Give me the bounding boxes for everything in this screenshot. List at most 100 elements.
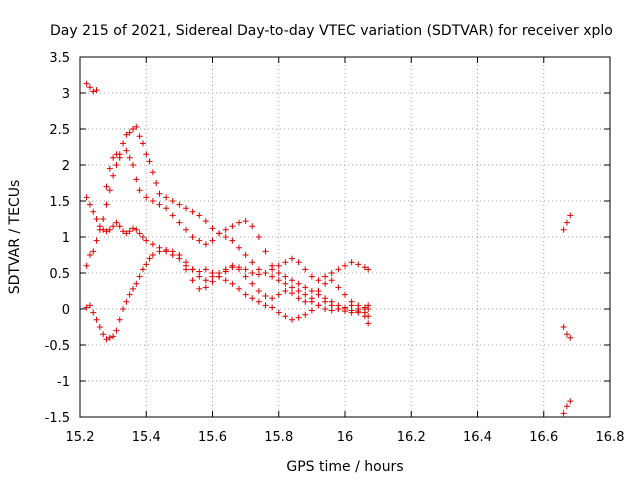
- data-point: [229, 280, 236, 287]
- data-point: [209, 225, 216, 232]
- data-point: [189, 266, 196, 273]
- data-point: [275, 309, 282, 316]
- data-point: [110, 223, 117, 230]
- data-point: [328, 270, 335, 276]
- data-point: [275, 277, 282, 284]
- data-point: [86, 84, 93, 91]
- data-point: [348, 307, 355, 314]
- data-point: [365, 266, 372, 273]
- data-point: [249, 270, 256, 276]
- data-point: [106, 187, 113, 194]
- data-point: [282, 273, 289, 280]
- y-tick-label: 3.5: [49, 51, 70, 66]
- data-point: [196, 273, 203, 280]
- data-point: [209, 237, 216, 244]
- y-tick-label: 3: [62, 87, 70, 102]
- data-point: [275, 291, 282, 298]
- data-point: [86, 252, 93, 258]
- data-point: [563, 403, 570, 410]
- data-point: [302, 291, 309, 298]
- data-point: [308, 307, 315, 314]
- data-point: [255, 288, 262, 294]
- x-tick-label: 15.4: [132, 430, 161, 445]
- data-point: [113, 219, 120, 226]
- data-point: [322, 280, 329, 287]
- data-point: [302, 298, 309, 305]
- data-point: [560, 410, 567, 417]
- data-point: [236, 244, 242, 251]
- data-point: [110, 172, 117, 179]
- data-point: [90, 309, 97, 316]
- data-point: [133, 226, 140, 233]
- data-point: [255, 271, 262, 278]
- y-tick-label: 1: [62, 231, 70, 246]
- data-point: [342, 306, 348, 312]
- x-tick-label: 16.6: [529, 430, 558, 445]
- data-point: [176, 201, 183, 208]
- data-point: [567, 398, 574, 405]
- data-point: [365, 306, 372, 312]
- x-tick-label: 16.8: [596, 430, 625, 445]
- data-point: [262, 248, 269, 255]
- data-point: [83, 262, 90, 269]
- data-point: [567, 212, 574, 219]
- data-point: [136, 273, 143, 280]
- data-point: [315, 288, 322, 294]
- data-point: [143, 194, 150, 201]
- data-point: [302, 284, 309, 291]
- data-point: [189, 277, 196, 284]
- data-point: [106, 226, 113, 233]
- data-point: [342, 291, 348, 298]
- data-point: [249, 259, 256, 266]
- data-point: [176, 252, 183, 258]
- data-point: [113, 162, 120, 168]
- data-point: [139, 266, 146, 273]
- data-point: [156, 190, 163, 197]
- data-point: [93, 216, 100, 222]
- data-point: [86, 201, 93, 208]
- data-point: [328, 277, 335, 284]
- data-point: [361, 313, 368, 320]
- data-point: [249, 223, 256, 230]
- data-point: [242, 218, 249, 225]
- data-point: [315, 277, 322, 284]
- data-point: [242, 266, 249, 273]
- data-point: [116, 316, 123, 323]
- data-point: [222, 226, 229, 233]
- data-point: [229, 264, 236, 271]
- x-tick-label: 15.6: [198, 430, 227, 445]
- y-tick-label: -1.5: [45, 411, 70, 426]
- data-point: [322, 295, 329, 302]
- data-point: [560, 226, 567, 233]
- data-point: [222, 277, 229, 284]
- data-point: [130, 162, 136, 168]
- chart-title: Day 215 of 2021, Sidereal Day-to-day VTE…: [50, 23, 613, 39]
- data-point: [93, 316, 100, 323]
- data-point: [335, 266, 342, 273]
- data-point: [139, 140, 146, 147]
- data-point: [242, 252, 249, 258]
- x-tick-label: 15.8: [264, 430, 293, 445]
- data-point: [262, 270, 269, 276]
- data-point: [255, 298, 262, 305]
- data-point: [229, 223, 236, 230]
- data-point: [149, 252, 156, 258]
- data-point: [130, 126, 136, 132]
- y-tick-label: -1: [57, 375, 70, 390]
- data-point: [202, 284, 209, 291]
- data-point: [361, 304, 368, 311]
- data-point: [169, 248, 176, 255]
- data-point: [242, 273, 249, 280]
- data-point: [133, 176, 140, 183]
- data-point: [106, 334, 113, 341]
- data-point: [106, 165, 113, 172]
- data-point: [163, 194, 170, 201]
- y-tick-label: 0: [62, 303, 70, 318]
- data-point: [156, 201, 163, 208]
- data-point: [269, 266, 276, 273]
- data-point: [143, 237, 150, 244]
- data-point: [90, 208, 97, 215]
- data-point: [110, 154, 117, 161]
- data-point: [202, 277, 209, 284]
- data-point: [113, 327, 120, 334]
